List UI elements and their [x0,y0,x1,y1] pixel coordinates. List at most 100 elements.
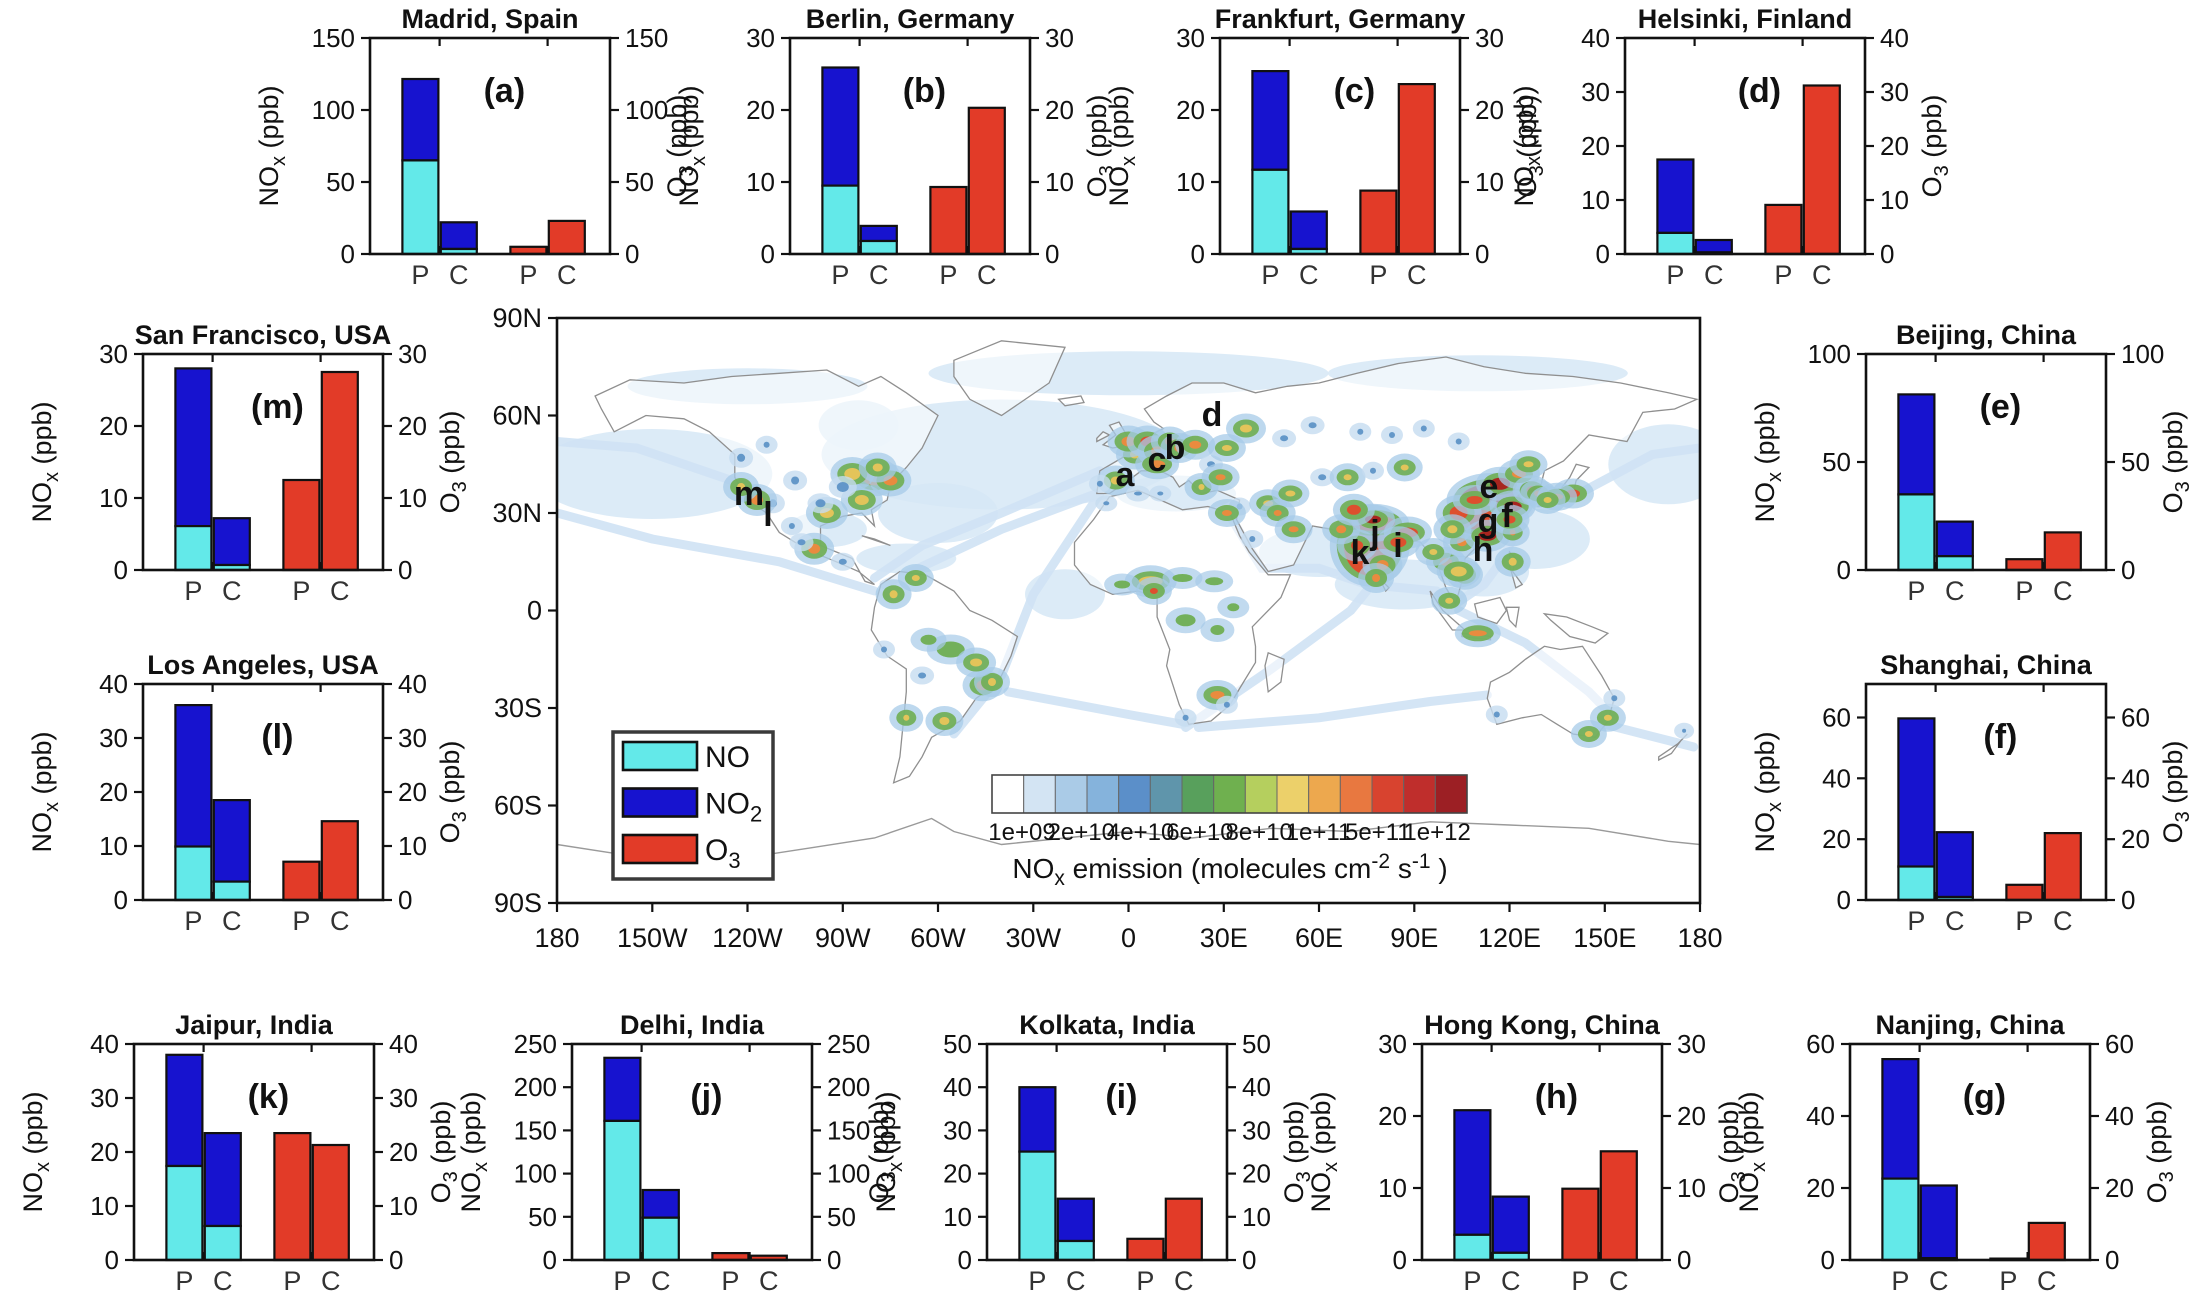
plot-frame [132,1042,376,1262]
emission-hotspot [903,714,910,721]
emission-hotspot [737,483,746,491]
y-tick-label-right: 40 [1880,23,1909,53]
bar-o3-C [2043,832,2082,902]
x-tick-label: P [831,260,849,290]
y-tick-label-left: 30 [1581,77,1610,107]
panel-letter: (h) [1535,1078,1578,1116]
y-tick-label-left: 10 [1581,185,1610,215]
x-tick-label: P [1907,576,1925,606]
o3-bars [1126,1197,1203,1262]
y-tick-label-left: 20 [99,777,128,807]
x-tick-label: C [1929,1266,1949,1296]
bar-o3-P [2005,558,2044,572]
emission-hotspot [1508,557,1517,566]
landmass [1096,431,1111,443]
x-tick-label: C [2053,906,2073,936]
city-marker-i: i [1393,527,1402,565]
lat-tick-label: 90N [492,303,542,333]
lon-tick-label: 90W [815,923,871,953]
colorbar-cell [1308,774,1341,814]
y-tick-label-left: 100 [1808,339,1851,369]
bar-no2-P [1897,393,1936,496]
x-tick-label: C [2037,1266,2057,1296]
o3-bars [2005,531,2082,572]
emission-hotspot [1273,510,1282,516]
y-tick-label-left: 10 [1176,167,1205,197]
o3-bars [509,219,586,256]
chart-berlin: Berlin, Germany 0 0 10 10 20 20 30 30 (b) P C P C NOx … [662,2,1132,302]
y-tick-label-left: 0 [114,885,128,915]
chart-title: Beijing, China [1896,320,2077,350]
plot-frame [1864,682,2108,902]
world-map: NO NO2 O3 1e+09 2e+10 4e+10 6e+10 8e+10 1e+11 5e+… [470,300,1780,990]
y-tick-label-right: 0 [1677,1245,1691,1275]
bar-no-P [1897,865,1936,902]
emission-spot [1096,480,1103,487]
y-tick-label-left: 0 [105,1245,119,1275]
nox-stacked-bars [1656,158,1733,256]
bar-no-C [1056,1239,1095,1262]
plot-frame [985,1042,1229,1262]
bar-o3-C [1802,84,1841,256]
y-axis-label-left: NOx (ppb) [1750,731,1786,852]
y-tick-label-right: 40 [2121,763,2150,793]
city-marker-k: k [1351,534,1370,572]
x-tick-label: C [651,1266,671,1296]
bar-no2-C [1935,831,1974,899]
y-tick-label-right: 0 [1242,1245,1256,1275]
y-tick-label-left: 30 [746,23,775,53]
x-tick-label: P [292,576,310,606]
emission-hotspot [1503,515,1516,524]
plot-frame [141,352,385,572]
y-tick-label-left: 0 [958,1245,972,1275]
emission-hotspot [1543,497,1552,503]
legend-swatch-NO2 [621,787,699,818]
lat-tick-label: 30S [494,693,542,723]
y-tick-label-right: 40 [1242,1072,1271,1102]
colorbar-tick-label: 4e+10 [1107,819,1174,846]
emission-spot [1280,435,1289,442]
y-tick-label-left: 40 [99,669,128,699]
emission-spot [1308,422,1317,429]
chart-hong-kong: Hong Kong, China 0 0 10 10 20 20 30 30 (h) P C P C NOx… [1294,1008,1764,1306]
bar-no2-C [859,224,898,243]
o3-bars [1561,1150,1638,1262]
y-tick-label-left: 10 [746,167,775,197]
y-tick-label-left: 10 [1378,1173,1407,1203]
emission-hotspot [1447,525,1458,534]
chart-title: San Francisco, USA [135,320,392,350]
emission-spot [797,539,806,546]
emission-spot [763,441,770,448]
bar-no2-P [1881,1057,1920,1180]
x-tick-label: C [557,260,577,290]
y-tick-label-left: 40 [943,1072,972,1102]
x-tick-label: P [2015,576,2033,606]
emission-spot [1103,501,1110,506]
ship-track [1193,690,1492,732]
colorbar-cell [1339,774,1373,814]
emission-spot [1223,701,1230,708]
lon-tick-label: 60E [1295,923,1343,953]
nox-stacked-bars [1881,1057,1958,1262]
y-tick-label-right: 0 [398,885,412,915]
bar-no-P [401,159,440,256]
legend-swatch-O3 [621,833,699,865]
bar-no-P [1881,1177,1920,1262]
y-tick-label-right: 50 [2121,447,2150,477]
y-tick-label-right: 20 [389,1137,418,1167]
y-tick-label-left: 60 [1806,1029,1835,1059]
x-tick-label: C [1609,1266,1629,1296]
bar-o3-P [1561,1187,1600,1262]
colorbar-tick-label: 1e+12 [1403,819,1470,846]
landmass [1264,651,1285,694]
x-tick-label: P [1463,1266,1481,1296]
bar-o3-C [2027,1221,2066,1262]
bar-no-C [203,1224,242,1262]
lat-tick-label: 0 [527,596,542,626]
emission-area [1205,577,1224,586]
y-axis-label-left: NOx (ppb) [1104,85,1140,206]
x-tick-label: C [1704,260,1724,290]
chart-los-angeles: Los Angeles, USA 0 0 10 10 20 20 30 30 40 40 (l) P C P… [15,648,485,948]
